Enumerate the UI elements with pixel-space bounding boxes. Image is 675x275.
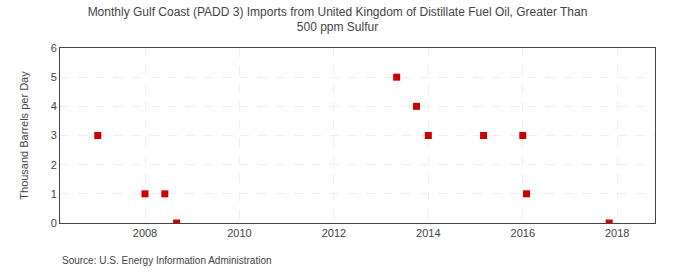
svg-text:Monthly Gulf Coast (PADD 3) Im: Monthly Gulf Coast (PADD 3) Imports from… (88, 5, 588, 35)
svg-text:Source: U.S. Energy Informatio: Source: U.S. Energy Information Administ… (62, 255, 272, 266)
svg-text:2012: 2012 (322, 227, 346, 239)
svg-text:6: 6 (51, 42, 57, 54)
svg-text:5: 5 (51, 71, 57, 83)
svg-text:2008: 2008 (133, 227, 157, 239)
svg-text:Thousand Barrels per Day: Thousand Barrels per Day (18, 71, 30, 200)
svg-text:3: 3 (51, 129, 57, 141)
svg-text:2: 2 (51, 159, 57, 171)
svg-text:2010: 2010 (227, 227, 251, 239)
svg-text:2014: 2014 (416, 227, 440, 239)
svg-text:2018: 2018 (605, 227, 629, 239)
svg-text:1: 1 (51, 188, 57, 200)
svg-text:4: 4 (51, 100, 57, 112)
svg-text:0: 0 (51, 217, 57, 229)
svg-text:2016: 2016 (511, 227, 535, 239)
